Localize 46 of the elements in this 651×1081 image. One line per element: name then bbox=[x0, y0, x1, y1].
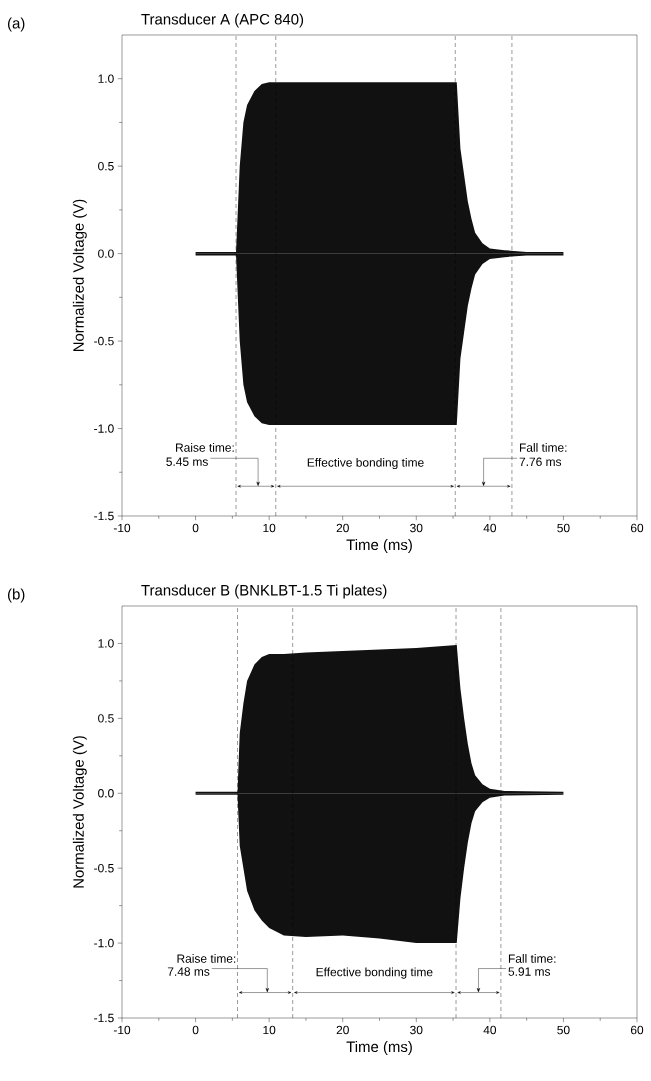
y-tick-label: -1.5 bbox=[94, 1013, 114, 1023]
y-axis-title: Normalized Voltage (V) bbox=[72, 199, 87, 352]
x-tick-label: 10 bbox=[263, 1025, 276, 1035]
x-tick-label: 40 bbox=[483, 523, 497, 533]
text: (a) bbox=[7, 17, 25, 32]
x-tick-label: 40 bbox=[483, 1025, 497, 1035]
y-tick-label: -0.5 bbox=[94, 863, 114, 873]
annotation: Effective bonding time bbox=[307, 457, 424, 470]
y-tick-label: 1.0 bbox=[98, 639, 114, 648]
annotation: Fall time: bbox=[520, 443, 567, 452]
y-tick-label: 0.5 bbox=[98, 714, 114, 723]
y-axis-title: Normalized Voltage (V) bbox=[72, 736, 87, 888]
y-tick-label: 1.0 bbox=[98, 74, 114, 83]
y-tick-label: 0.5 bbox=[98, 161, 114, 171]
y-tick-label: -0.5 bbox=[94, 336, 114, 346]
y-tick-label: -1.5 bbox=[94, 511, 114, 521]
x-tick-label: 0 bbox=[192, 1025, 199, 1035]
annotation: Fall time: bbox=[508, 954, 556, 963]
x-tick-label: 30 bbox=[410, 1025, 423, 1035]
x-tick-label: 20 bbox=[336, 1025, 349, 1035]
annotation: Raise time: bbox=[176, 443, 234, 452]
y-tick-label: 0.0 bbox=[98, 249, 114, 258]
x-tick-label: 60 bbox=[630, 1025, 644, 1035]
y-tick-label: -1.0 bbox=[94, 938, 114, 948]
annotation: 5.45 ms bbox=[166, 457, 208, 466]
x-tick-label: 50 bbox=[557, 523, 570, 533]
x-tick-label: 10 bbox=[263, 523, 276, 533]
annotation: 7.76 ms bbox=[519, 457, 562, 466]
annotation: 5.91 ms bbox=[508, 967, 551, 976]
y-tick-label: 0.0 bbox=[98, 789, 114, 798]
x-tick-label: 30 bbox=[410, 523, 423, 533]
text: (b) bbox=[7, 588, 25, 603]
annotation: Raise time: bbox=[177, 954, 236, 963]
x-tick-label: 20 bbox=[336, 523, 349, 533]
annotation: Effective bonding time bbox=[316, 967, 433, 979]
chart-title: Transducer B (BNKLBT-1.5 Ti plates) bbox=[141, 584, 387, 599]
x-axis-title: Time (ms) bbox=[346, 539, 412, 553]
x-tick-label: 50 bbox=[557, 1025, 570, 1035]
x-tick-label: -10 bbox=[113, 523, 131, 533]
annotation: 7.48 ms bbox=[167, 967, 210, 976]
x-tick-label: 0 bbox=[192, 523, 199, 533]
x-tick-label: 60 bbox=[630, 523, 644, 533]
y-tick-label: -1.0 bbox=[94, 424, 114, 433]
x-axis-title: Time (ms) bbox=[346, 1041, 412, 1055]
chart-title: Transducer A (APC 840) bbox=[141, 13, 304, 28]
x-tick-label: -10 bbox=[113, 1025, 131, 1035]
